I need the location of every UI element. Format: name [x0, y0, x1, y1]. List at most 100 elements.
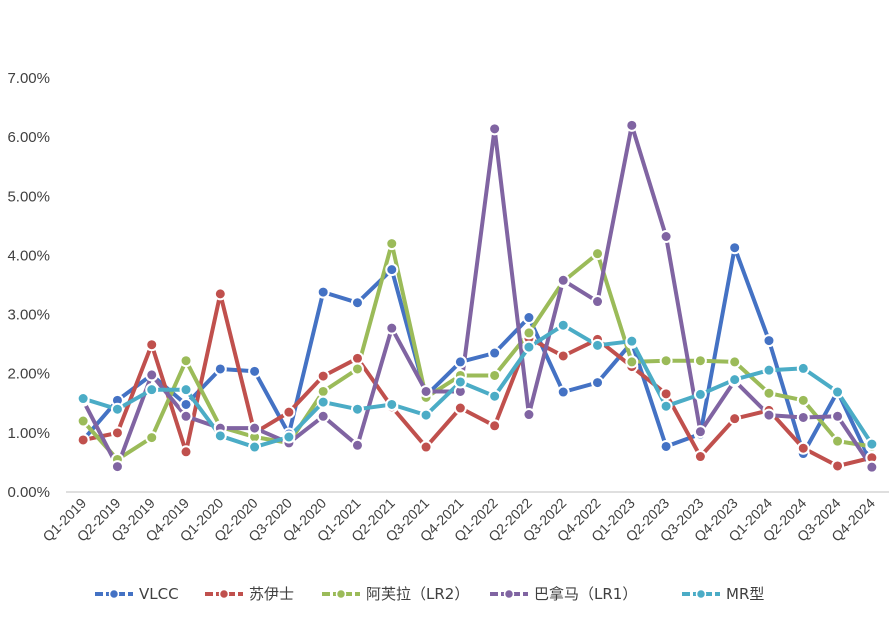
data-point	[591, 247, 605, 261]
legend-swatch-marker	[335, 588, 347, 600]
data-point	[179, 354, 193, 368]
data-point	[110, 426, 124, 440]
data-point	[453, 355, 467, 369]
data-point	[179, 383, 193, 397]
legend-swatch-marker	[695, 588, 707, 600]
data-point	[350, 351, 364, 365]
data-point	[693, 354, 707, 368]
data-point	[591, 338, 605, 352]
data-point	[728, 373, 742, 387]
data-point	[659, 399, 673, 413]
y-tick-label: 2.00%	[7, 366, 50, 383]
data-point	[76, 414, 90, 428]
data-point	[488, 346, 502, 360]
data-point	[831, 459, 845, 473]
data-point	[248, 364, 262, 378]
data-point	[556, 349, 570, 363]
data-point	[179, 445, 193, 459]
data-point	[762, 386, 776, 400]
data-point	[385, 397, 399, 411]
data-point	[625, 118, 639, 132]
y-tick-label: 7.00%	[7, 70, 50, 87]
y-tick-label: 5.00%	[7, 188, 50, 205]
data-point	[659, 354, 673, 368]
legend-label: MR型	[726, 585, 764, 603]
data-point	[179, 409, 193, 423]
data-point	[76, 433, 90, 447]
data-point	[659, 230, 673, 244]
data-point	[350, 296, 364, 310]
data-point	[796, 410, 810, 424]
y-tick-label: 4.00%	[7, 247, 50, 264]
data-point	[145, 431, 159, 445]
data-point	[831, 409, 845, 423]
data-point	[145, 368, 159, 382]
data-point	[591, 295, 605, 309]
legend-swatch-marker	[218, 588, 230, 600]
data-point	[385, 237, 399, 251]
data-point	[385, 321, 399, 335]
data-point	[522, 311, 536, 325]
legend-item: MR型	[682, 585, 764, 603]
data-point	[282, 430, 296, 444]
data-point	[213, 287, 227, 301]
data-point	[796, 441, 810, 455]
series-line-2	[81, 241, 874, 462]
data-point	[316, 384, 330, 398]
data-point	[796, 361, 810, 375]
legend-label: 苏伊士	[249, 585, 294, 603]
y-tick-label: 0.00%	[7, 484, 50, 501]
data-point	[110, 460, 124, 474]
data-point	[831, 385, 845, 399]
data-point	[556, 273, 570, 287]
series-line-0	[81, 245, 874, 467]
data-point	[728, 412, 742, 426]
data-point	[179, 397, 193, 411]
data-point	[76, 392, 90, 406]
data-point	[145, 338, 159, 352]
y-tick-label: 6.00%	[7, 129, 50, 146]
data-point	[213, 429, 227, 443]
legend-item: 巴拿马（LR1）	[490, 585, 637, 603]
data-point	[248, 421, 262, 435]
legend-label: VLCC	[139, 585, 179, 603]
data-point	[625, 355, 639, 369]
data-point	[591, 376, 605, 390]
data-point	[762, 408, 776, 422]
data-point	[385, 263, 399, 277]
legend: VLCC 苏伊士 阿芙拉（LR2） 巴拿马（LR1） MR型	[95, 585, 764, 603]
data-point	[453, 375, 467, 389]
data-point	[659, 439, 673, 453]
series-points	[76, 118, 879, 474]
data-point	[316, 395, 330, 409]
data-point	[693, 387, 707, 401]
data-point	[522, 408, 536, 422]
data-point	[865, 460, 879, 474]
data-point	[556, 385, 570, 399]
data-point	[419, 384, 433, 398]
data-point	[316, 409, 330, 423]
x-axis-tick-labels: Q1-2019Q2-2019Q3-2019Q4-2019Q1-2020Q2-20…	[39, 495, 878, 545]
data-point	[762, 363, 776, 377]
data-point	[110, 402, 124, 416]
data-point	[350, 362, 364, 376]
data-point	[488, 419, 502, 433]
y-tick-label: 3.00%	[7, 307, 50, 324]
data-point	[522, 326, 536, 340]
legend-label: 巴拿马（LR1）	[534, 585, 637, 603]
data-point	[282, 405, 296, 419]
series-lines	[81, 123, 874, 470]
data-point	[693, 450, 707, 464]
data-point	[693, 425, 707, 439]
legend-swatch-marker	[108, 588, 120, 600]
data-point	[316, 369, 330, 383]
data-point	[728, 241, 742, 255]
y-axis-tick-labels: 0.00% 1.00% 2.00% 3.00% 4.00% 5.00% 6.00% 7.00%	[7, 70, 50, 501]
data-point	[865, 437, 879, 451]
data-point	[831, 434, 845, 448]
data-point	[625, 334, 639, 348]
data-point	[488, 389, 502, 403]
data-point	[350, 438, 364, 452]
y-tick-label: 1.00%	[7, 425, 50, 442]
